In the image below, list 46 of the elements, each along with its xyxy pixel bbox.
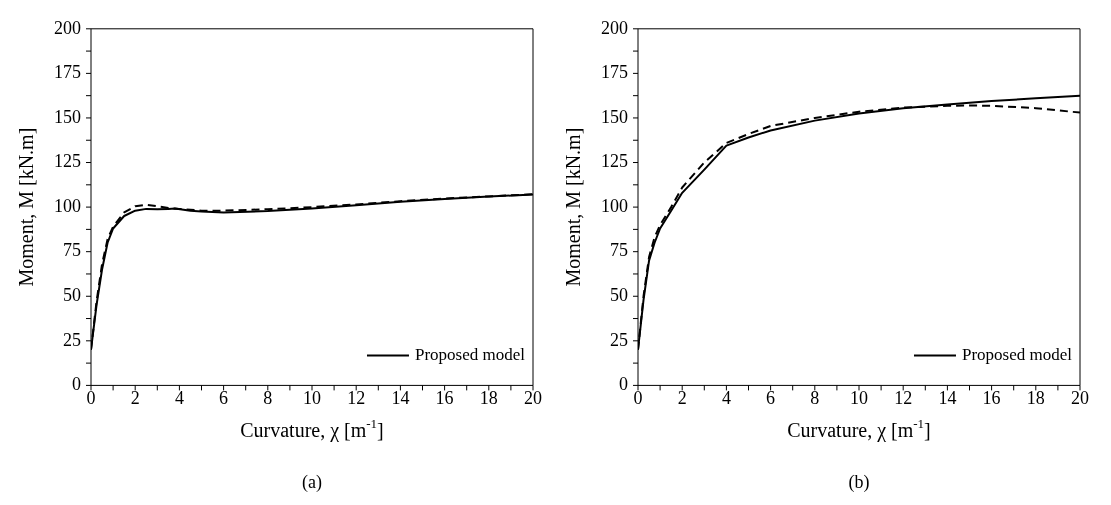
y-tick-label: 125 — [54, 151, 81, 172]
y-axis-title: Moment, M [kN.m] — [562, 127, 585, 287]
x-tick-label: 6 — [219, 387, 229, 408]
x-tick-label: 16 — [982, 387, 1001, 408]
y-tick-label: 200 — [601, 17, 628, 38]
y-tick-label: 150 — [54, 106, 81, 127]
x-tick-label: 2 — [130, 387, 140, 408]
y-tick-label: 50 — [63, 284, 81, 305]
y-tick-label: 175 — [54, 62, 81, 83]
x-tick-label: 18 — [479, 387, 498, 408]
y-tick-label: 200 — [54, 17, 81, 38]
x-tick-label: 4 — [174, 387, 184, 408]
x-tick-label: 20 — [1071, 387, 1089, 408]
x-tick-label: 14 — [391, 387, 410, 408]
x-tick-label: 18 — [1026, 387, 1045, 408]
y-tick-label: 75 — [63, 240, 81, 261]
legend-label: Proposed model — [414, 344, 526, 364]
x-tick-label: 12 — [347, 387, 366, 408]
text: (a) — [302, 471, 322, 493]
x-tick-label: 14 — [938, 387, 957, 408]
legend-label: Proposed model — [961, 344, 1073, 364]
y-tick-label: 150 — [601, 106, 628, 127]
x-tick-label: 6 — [766, 387, 776, 408]
x-tick-label: 0 — [633, 387, 643, 408]
x-tick-label: 16 — [435, 387, 454, 408]
y-tick-label: 0 — [72, 374, 81, 395]
y-tick-label: 100 — [54, 195, 81, 216]
x-tick-label: 12 — [894, 387, 913, 408]
text: (b) — [848, 471, 870, 493]
y-tick-label: 100 — [601, 195, 628, 216]
x-tick-label: 8 — [810, 387, 820, 408]
x-tick-label: 2 — [677, 387, 687, 408]
x-tick-label: 10 — [850, 387, 868, 408]
x-tick-label: 0 — [86, 387, 96, 408]
y-tick-label: 50 — [610, 284, 628, 305]
x-tick-label: 8 — [263, 387, 273, 408]
y-tick-label: 175 — [601, 62, 628, 83]
x-tick-label: 10 — [303, 387, 321, 408]
x-tick-label: 20 — [524, 387, 542, 408]
y-tick-label: 25 — [63, 329, 81, 350]
y-tick-label: 125 — [601, 151, 628, 172]
y-tick-label: 75 — [610, 240, 628, 261]
y-tick-label: 25 — [610, 329, 628, 350]
y-tick-label: 0 — [619, 374, 628, 395]
y-axis-title: Moment, M [kN.m] — [15, 127, 38, 287]
x-tick-label: 4 — [721, 387, 731, 408]
